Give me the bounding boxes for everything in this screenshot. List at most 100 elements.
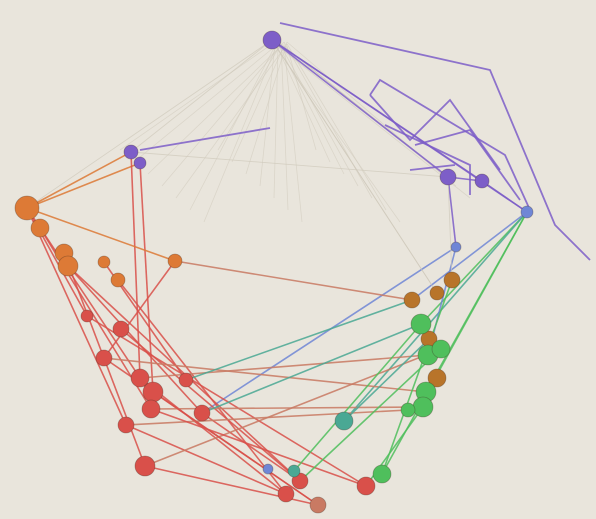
edge-r2-r11 <box>120 328 301 482</box>
edge-r6-r13 <box>150 408 367 487</box>
node-p5 <box>474 173 490 189</box>
node-br3 <box>443 271 461 289</box>
edge-r3-g4 <box>103 357 427 393</box>
node-r5 <box>142 381 164 403</box>
node-r14 <box>309 496 327 514</box>
faint-edge <box>245 41 288 175</box>
node-r2 <box>112 320 130 338</box>
edge-p1-p2 <box>130 39 273 153</box>
faint-edge <box>175 43 288 199</box>
node-r11 <box>291 472 309 490</box>
edge-t2-g1 <box>293 323 422 472</box>
faint-edge <box>147 45 282 175</box>
faint-edge <box>286 45 317 151</box>
node-br1 <box>403 291 421 309</box>
node-r13 <box>356 476 376 496</box>
edge-g6-br3 <box>381 279 453 475</box>
node-p1 <box>262 30 282 50</box>
purple-paths <box>139 22 591 261</box>
faint-edge <box>119 41 276 151</box>
faint-edge <box>161 41 285 187</box>
node-b3 <box>262 463 274 475</box>
faint-edge <box>274 45 401 223</box>
faint-edge <box>231 45 285 163</box>
node-br2 <box>429 285 445 301</box>
node-b1 <box>520 205 534 219</box>
edge-r8-r11 <box>201 412 301 482</box>
edge-r8-g1 <box>201 323 422 414</box>
edge-r4-r12 <box>139 377 287 495</box>
node-r7 <box>178 372 194 388</box>
faint-edge <box>280 41 289 211</box>
node-r9 <box>117 416 135 434</box>
node-o6 <box>110 272 126 288</box>
node-b2 <box>450 241 462 253</box>
purple-path-1 <box>369 78 531 211</box>
node-br5 <box>427 368 447 388</box>
edge-o7-r3 <box>103 260 176 359</box>
node-g6 <box>372 464 392 484</box>
edge-t1-br4 <box>343 338 430 422</box>
faint-edge <box>274 43 471 199</box>
node-r1 <box>80 309 94 323</box>
purple-path-2 <box>369 94 501 171</box>
edge-r10-g3 <box>144 348 442 467</box>
purple-path-6 <box>409 164 456 171</box>
faint-edge <box>273 45 279 199</box>
edge-br3-p4 <box>447 176 453 281</box>
edge-p2-o1 <box>26 151 132 209</box>
edges <box>26 39 528 506</box>
node-o2 <box>30 218 50 238</box>
node-g3 <box>431 339 451 359</box>
edge-p4-b2 <box>447 176 457 248</box>
purple-path-3 <box>414 128 521 201</box>
edge-o1-o7 <box>26 207 176 262</box>
node-g7 <box>400 402 416 418</box>
faint-edge <box>286 43 387 211</box>
purple-path-5 <box>139 127 271 151</box>
edge-b1-g1 <box>420 211 528 325</box>
edge-p1-o1 <box>26 39 273 209</box>
edge-o7-br1 <box>174 260 413 301</box>
node-r3 <box>95 349 113 367</box>
faint-edge <box>274 41 331 163</box>
edge-br2-p1 <box>271 39 438 294</box>
edge-p3-o1 <box>26 162 141 209</box>
faint-edge <box>280 45 359 187</box>
nodes <box>14 30 534 514</box>
node-r12 <box>277 485 295 503</box>
faint-edge <box>133 43 279 163</box>
node-o1 <box>14 195 40 221</box>
edge-p2-p4 <box>130 151 449 178</box>
edge-r11-g3 <box>299 348 442 482</box>
node-o4 <box>57 255 79 277</box>
faint-edge <box>217 43 282 151</box>
node-p4 <box>439 168 457 186</box>
edge-r9-r12 <box>125 424 287 495</box>
node-t1 <box>334 411 354 431</box>
faint-edge <box>283 43 303 223</box>
edge-r1-r13 <box>86 315 367 487</box>
edge-p5-b1 <box>481 180 528 213</box>
node-o7 <box>167 253 183 269</box>
node-o5 <box>97 255 111 269</box>
node-r10 <box>134 455 156 477</box>
edge-b1-br1 <box>411 211 528 301</box>
node-g1 <box>410 313 432 335</box>
edge-o4-r8 <box>67 265 203 414</box>
purple-path-4 <box>384 124 471 195</box>
node-r8 <box>193 404 211 422</box>
node-t2 <box>287 464 301 478</box>
faint-edge <box>189 45 276 211</box>
node-r4 <box>130 368 150 388</box>
edge-p1-p4 <box>271 39 449 178</box>
purple-path-0 <box>279 22 591 261</box>
node-p2 <box>123 144 139 160</box>
edge-r7-br1 <box>185 299 413 381</box>
node-r6 <box>141 399 161 419</box>
edge-p2-r4 <box>130 151 141 379</box>
node-p3 <box>133 156 147 170</box>
node-g5 <box>412 396 434 418</box>
